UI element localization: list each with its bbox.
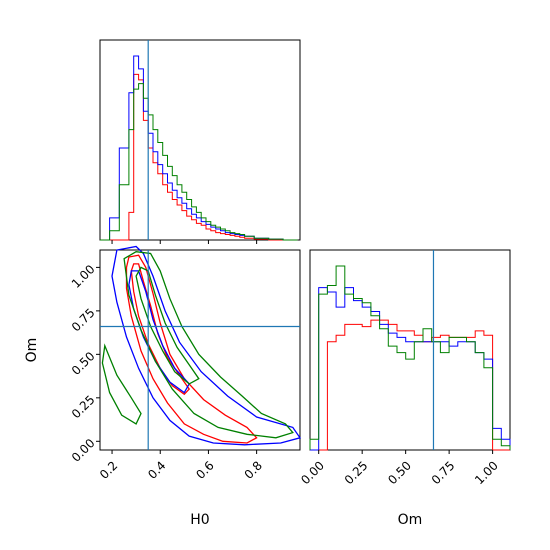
contour-x-tick-label: 0.4	[145, 458, 168, 481]
contour-y-tick-label: 0.75	[69, 306, 98, 335]
contour-red-1	[130, 263, 191, 396]
om-hist-red	[310, 319, 510, 451]
om-x-axis-title: Om	[398, 512, 423, 528]
om-hist-x-tick-label: 0.50	[385, 458, 414, 487]
contour-y-tick-label: 0.00	[69, 436, 98, 465]
contour-green-4	[123, 251, 294, 439]
contour-green-5	[135, 266, 200, 385]
contour-blue-3	[128, 270, 190, 394]
h0-hist-green	[100, 83, 298, 241]
contour-x-tick-label: 0.6	[193, 458, 216, 481]
om-histogram-panel: 0.00 0.25 0.50 0.75 1.00	[298, 249, 511, 487]
om-histogram-frame	[309, 249, 511, 451]
contour-y-tick-label: 0.50	[69, 349, 98, 378]
om-hist-x-tick-label: 1.00	[472, 458, 501, 487]
contour-green-6	[101, 343, 142, 425]
contour-panel: 0.2 0.4 0.6 0.8 0.00 0.25 0.50 0.75 1.00	[69, 245, 302, 482]
contour-panel-frame	[99, 249, 301, 451]
h0-histogram-panel	[99, 39, 301, 244]
contour-red-0	[125, 254, 258, 444]
h0-hist-red	[100, 73, 298, 241]
contour-y-tick-label: 1.00	[69, 262, 98, 291]
contour-x-tick-label: 0.8	[242, 458, 265, 481]
om-hist-green	[309, 265, 511, 450]
h0-histogram-frame	[99, 39, 301, 241]
om-hist-x-tick-label: 0.25	[342, 458, 371, 487]
contour-x-tick-label: 0.2	[97, 458, 120, 481]
h0-hist-blue	[100, 55, 298, 241]
om-hist-x-tick-label: 0.00	[298, 458, 327, 487]
om-y-axis-title: Om	[24, 338, 40, 363]
om-hist-blue	[310, 287, 511, 451]
contour-y-tick-label: 0.25	[69, 393, 98, 422]
h0-x-axis-title: H0	[190, 512, 209, 528]
om-hist-x-tick-label: 0.75	[429, 458, 458, 487]
